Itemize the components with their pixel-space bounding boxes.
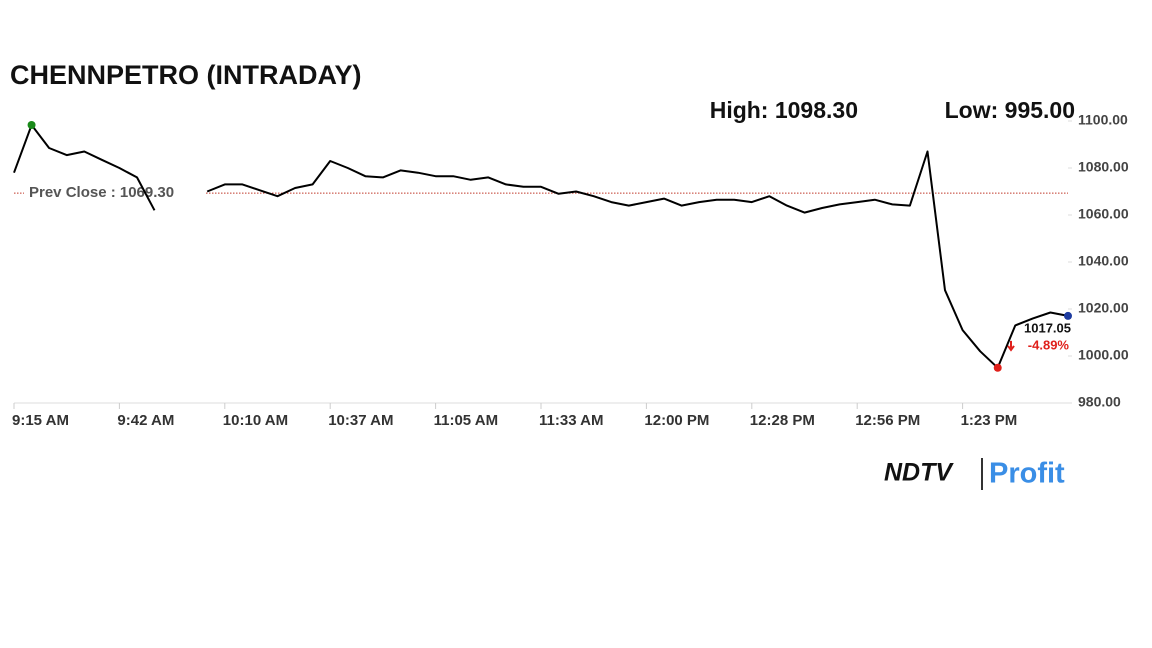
- x-tick-label: 12:28 PM: [750, 412, 815, 429]
- x-tick-label: 9:15 AM: [12, 412, 69, 429]
- y-tick-label: 1000.00: [1078, 347, 1129, 363]
- y-tick-label: 1060.00: [1078, 206, 1129, 222]
- prev-close-bg: [24, 183, 206, 204]
- chart-title: CHENNPETRO (INTRADAY): [10, 60, 362, 90]
- logo-product: Profit: [989, 458, 1065, 490]
- low-label: Low: 995.00: [945, 97, 1075, 123]
- high-label: High: 1098.30: [710, 97, 858, 123]
- y-tick-label: 1040.00: [1078, 253, 1129, 269]
- high-dot: [27, 120, 36, 129]
- last-value-label: 1017.05: [1024, 320, 1071, 335]
- y-tick-label: 980.00: [1078, 394, 1121, 410]
- down-arrow: [1007, 340, 1015, 352]
- change-label: -4.89%: [1028, 337, 1070, 352]
- last-dot: [1064, 311, 1072, 320]
- x-tick-label: 1:23 PM: [961, 412, 1018, 429]
- y-tick-label: 1020.00: [1078, 300, 1129, 316]
- x-tick-label: 12:00 PM: [644, 412, 709, 429]
- x-tick-label: 10:37 AM: [328, 412, 393, 429]
- prev-close-label: Prev Close : 1069.30: [29, 184, 174, 201]
- x-tick-label: 11:33 AM: [539, 412, 603, 429]
- y-tick-label: 1100.00: [1078, 112, 1128, 128]
- logo-brand: NDTV: [884, 459, 954, 487]
- logo: NDTV Profit: [884, 458, 1065, 490]
- y-tick-label: 1080.00: [1078, 159, 1129, 175]
- x-tick-label: 9:42 AM: [117, 412, 174, 429]
- x-tick-label: 10:10 AM: [223, 412, 288, 429]
- low-dot: [993, 363, 1002, 372]
- price-line: [13, 124, 1069, 369]
- x-tick-label: 12:56 PM: [855, 412, 920, 429]
- x-tick-label: 11:05 AM: [434, 412, 498, 429]
